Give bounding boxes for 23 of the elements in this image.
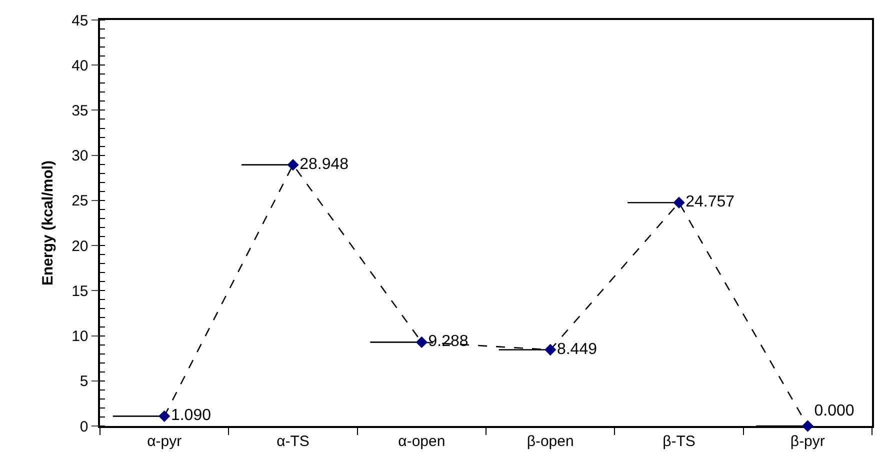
x-tick-label: α-pyr xyxy=(147,432,182,450)
x-tick-label: β-TS xyxy=(662,432,696,450)
data-label: 24.757 xyxy=(686,194,735,211)
data-label: 1.090 xyxy=(170,407,212,424)
x-tick-label: β-pyr xyxy=(790,432,825,450)
y-axis-title: Energy (kcal/mol) xyxy=(39,160,56,286)
y-tick-label: 15 xyxy=(72,282,88,300)
y-tick-label: 0 xyxy=(80,418,88,436)
x-tick-label: β-open xyxy=(526,432,574,450)
data-label: 0.000 xyxy=(814,402,854,420)
x-tick-label: α-open xyxy=(398,432,446,450)
x-tick-label: α-TS xyxy=(276,432,310,450)
data-label: 9.288 xyxy=(428,333,468,350)
y-tick-label: 5 xyxy=(80,373,88,390)
y-tick-label: 40 xyxy=(72,57,88,74)
y-tick-label: 25 xyxy=(72,192,88,210)
y-tick-label: 10 xyxy=(72,328,88,346)
y-tick-label: 20 xyxy=(72,238,88,255)
y-tick-label: 30 xyxy=(72,148,88,165)
data-label: 8.449 xyxy=(556,340,598,358)
data-label: 28.948 xyxy=(300,156,349,173)
y-tick-label: 45 xyxy=(72,12,88,30)
y-tick-label: 35 xyxy=(72,102,88,120)
